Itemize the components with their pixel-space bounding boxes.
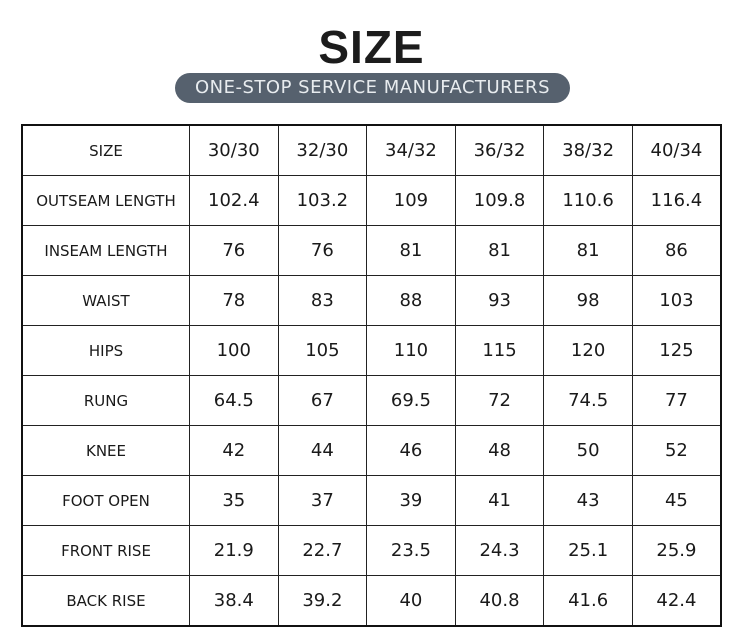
size-header: 40/34 bbox=[631, 124, 722, 176]
cell: 25.1 bbox=[543, 525, 633, 576]
cell: 39 bbox=[366, 475, 456, 526]
row-label: FRONT RISE bbox=[21, 525, 190, 576]
cell: 115 bbox=[454, 325, 545, 376]
cell: 41.6 bbox=[543, 575, 633, 627]
cell: 42.4 bbox=[631, 575, 722, 627]
cell: 39.2 bbox=[277, 575, 368, 627]
cell: 77 bbox=[631, 375, 722, 426]
cell: 46 bbox=[366, 425, 456, 476]
cell: 86 bbox=[631, 225, 722, 276]
cell: 48 bbox=[454, 425, 545, 476]
cell: 35 bbox=[189, 475, 279, 526]
row-label: WAIST bbox=[21, 275, 190, 326]
cell: 81 bbox=[366, 225, 456, 276]
table-row: FRONT RISE 21.9 22.7 23.5 24.3 25.1 25.9 bbox=[21, 525, 722, 576]
cell: 72 bbox=[454, 375, 545, 426]
cell: 40 bbox=[366, 575, 456, 627]
cell: 52 bbox=[631, 425, 722, 476]
cell: 41 bbox=[454, 475, 545, 526]
cell: 93 bbox=[454, 275, 545, 326]
row-label: HIPS bbox=[21, 325, 190, 376]
cell: 125 bbox=[631, 325, 722, 376]
row-label: INSEAM LENGTH bbox=[21, 225, 190, 276]
table-row: KNEE 42 44 46 48 50 52 bbox=[21, 425, 722, 476]
cell: 37 bbox=[277, 475, 368, 526]
cell: 44 bbox=[277, 425, 368, 476]
cell: 98 bbox=[543, 275, 633, 326]
size-table: SIZE 30/30 32/30 34/32 36/32 38/32 40/34 OUTSEA… bbox=[21, 124, 722, 627]
cell: 23.5 bbox=[366, 525, 456, 576]
cell: 21.9 bbox=[189, 525, 279, 576]
cell: 116.4 bbox=[631, 175, 722, 226]
cell: 78 bbox=[189, 275, 279, 326]
cell: 40.8 bbox=[454, 575, 545, 627]
cell: 88 bbox=[366, 275, 456, 326]
cell: 38.4 bbox=[189, 575, 279, 627]
cell: 76 bbox=[189, 225, 279, 276]
cell: 42 bbox=[189, 425, 279, 476]
size-header: 34/32 bbox=[366, 124, 456, 176]
cell: 74.5 bbox=[543, 375, 633, 426]
subtitle-banner: ONE-STOP SERVICE MANUFACTURERS bbox=[175, 73, 570, 103]
cell: 83 bbox=[277, 275, 368, 326]
row-label: RUNG bbox=[21, 375, 190, 426]
row-label: FOOT OPEN bbox=[21, 475, 190, 526]
size-header: 38/32 bbox=[543, 124, 633, 176]
cell: 109.8 bbox=[454, 175, 545, 226]
cell: 81 bbox=[454, 225, 545, 276]
cell: 103 bbox=[631, 275, 722, 326]
cell: 103.2 bbox=[277, 175, 368, 226]
cell: 109 bbox=[366, 175, 456, 226]
title: SIZE bbox=[318, 21, 425, 73]
row-label: OUTSEAM LENGTH bbox=[21, 175, 190, 226]
size-header: 32/30 bbox=[277, 124, 368, 176]
cell: 25.9 bbox=[631, 525, 722, 576]
table-row: HIPS 100 105 110 115 120 125 bbox=[21, 325, 722, 376]
cell: 50 bbox=[543, 425, 633, 476]
cell: 81 bbox=[543, 225, 633, 276]
size-header: 30/30 bbox=[189, 124, 279, 176]
cell: 22.7 bbox=[277, 525, 368, 576]
table-row: FOOT OPEN 35 37 39 41 43 45 bbox=[21, 475, 722, 526]
table-row: WAIST 78 83 88 93 98 103 bbox=[21, 275, 722, 326]
cell: 64.5 bbox=[189, 375, 279, 426]
cell: 102.4 bbox=[189, 175, 279, 226]
size-header: 36/32 bbox=[454, 124, 545, 176]
cell: 43 bbox=[543, 475, 633, 526]
cell: 110.6 bbox=[543, 175, 633, 226]
table-row: SIZE 30/30 32/30 34/32 36/32 38/32 40/34 bbox=[21, 124, 722, 176]
cell: 45 bbox=[631, 475, 722, 526]
cell: 69.5 bbox=[366, 375, 456, 426]
cell: 67 bbox=[277, 375, 368, 426]
cell: 105 bbox=[277, 325, 368, 376]
table-row: RUNG 64.5 67 69.5 72 74.5 77 bbox=[21, 375, 722, 426]
cell: 76 bbox=[277, 225, 368, 276]
row-label: SIZE bbox=[21, 124, 190, 176]
cell: 120 bbox=[543, 325, 633, 376]
table-body: SIZE 30/30 32/30 34/32 36/32 38/32 40/34 OUTSEA… bbox=[21, 124, 722, 627]
row-label: BACK RISE bbox=[21, 575, 190, 627]
table-row: BACK RISE 38.4 39.2 40 40.8 41.6 42.4 bbox=[21, 575, 722, 627]
row-label: KNEE bbox=[21, 425, 190, 476]
cell: 110 bbox=[366, 325, 456, 376]
table-row: INSEAM LENGTH 76 76 81 81 81 86 bbox=[21, 225, 722, 276]
table-row: OUTSEAM LENGTH 102.4 103.2 109 109.8 110.6 116… bbox=[21, 175, 722, 226]
cell: 24.3 bbox=[454, 525, 545, 576]
cell: 100 bbox=[189, 325, 279, 376]
